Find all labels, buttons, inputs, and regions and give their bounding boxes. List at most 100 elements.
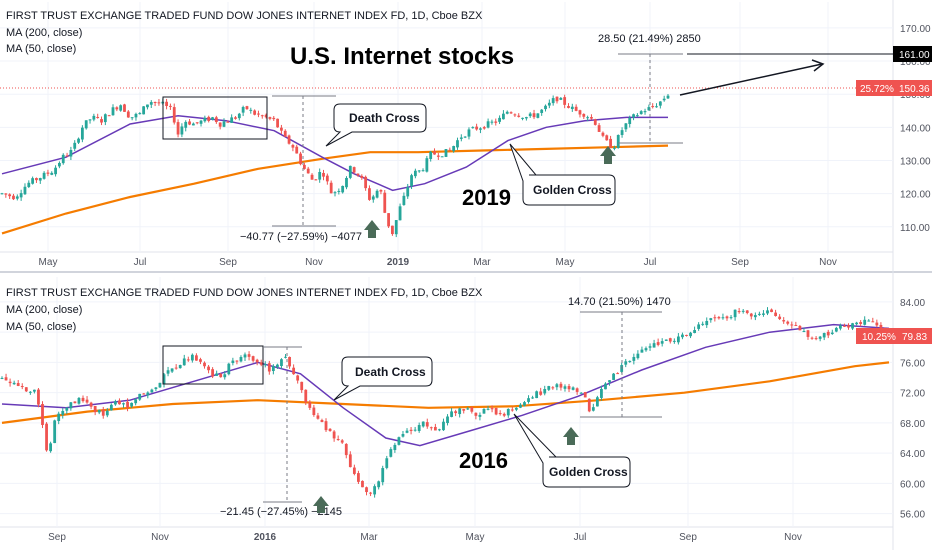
last-price-text: 150.36 xyxy=(899,84,930,95)
x-tick-label: Sep xyxy=(48,532,66,543)
candle-body xyxy=(531,397,534,399)
golden-cross-label: Golden Cross xyxy=(549,465,628,479)
candle-body xyxy=(241,107,245,113)
candle-body xyxy=(498,413,502,415)
candle-body xyxy=(636,353,640,359)
candle-body xyxy=(717,317,721,319)
top-price-badges: 25.72% 150.36 161.00 xyxy=(856,46,932,96)
candle-body xyxy=(333,192,337,194)
candle-body xyxy=(745,310,749,314)
candle-body xyxy=(299,153,302,165)
candle-body xyxy=(713,317,717,319)
candle-body xyxy=(54,167,57,175)
top-range-box[interactable] xyxy=(162,96,268,140)
candle-body xyxy=(260,115,264,117)
candle-body xyxy=(547,386,551,390)
candle-body xyxy=(134,399,138,404)
candle-body xyxy=(284,356,287,358)
candle-body xyxy=(705,320,709,326)
candle-body xyxy=(409,429,413,431)
candle-body xyxy=(527,398,530,402)
x-tick-label: Sep xyxy=(679,532,697,543)
candle-body xyxy=(794,325,798,327)
candle-body xyxy=(142,106,146,115)
candle-body xyxy=(130,402,134,407)
candle-body xyxy=(149,102,153,105)
candle-body xyxy=(398,206,402,221)
candle-body xyxy=(456,140,459,148)
candle-body xyxy=(567,106,570,108)
candle-body xyxy=(336,439,340,441)
bottom-range-box[interactable] xyxy=(162,345,264,385)
x-tick-label: 2016 xyxy=(254,532,277,543)
candle-body xyxy=(689,332,692,337)
legend-ma50[interactable]: MA (50, close) xyxy=(6,321,76,333)
candle-body xyxy=(19,193,23,198)
candle-body xyxy=(231,360,235,364)
candle-body xyxy=(302,164,306,169)
x-tick-label: Sep xyxy=(731,257,749,268)
candle-body xyxy=(613,147,616,149)
candle-body xyxy=(535,391,539,399)
candle-body xyxy=(628,117,632,125)
candle-body xyxy=(176,122,180,135)
measure-down-label: −40.77 (−27.59%) −4077 xyxy=(240,231,362,243)
candle-body xyxy=(539,391,543,395)
x-tick-label: Mar xyxy=(473,257,491,268)
candle-body xyxy=(591,407,595,411)
candle-body xyxy=(276,364,279,368)
candle-body xyxy=(57,413,61,421)
legend-ma200[interactable]: MA (200, close) xyxy=(6,304,82,316)
x-tick-label: Nov xyxy=(819,257,837,268)
candle-body xyxy=(575,388,579,392)
candle-body xyxy=(257,113,260,115)
candle-body xyxy=(604,383,607,390)
candle-body xyxy=(316,415,320,419)
candle-body xyxy=(218,122,222,127)
legend-ma200[interactable]: MA (200, close) xyxy=(6,27,82,39)
y-tick-label: 120.00 xyxy=(900,190,931,201)
candle-body xyxy=(85,399,89,403)
candle-body xyxy=(519,404,522,408)
annotation-title: U.S. Internet stocks xyxy=(290,43,514,70)
candle-body xyxy=(624,123,628,130)
candle-body xyxy=(239,357,243,362)
candle-body xyxy=(364,176,368,189)
candle-body xyxy=(470,407,474,412)
candle-body xyxy=(540,109,544,114)
measure-down-label: −21.45 (−27.45%) −2145 xyxy=(220,506,342,518)
candle-body xyxy=(12,195,15,200)
candle-body xyxy=(786,321,790,324)
candle-body xyxy=(446,416,449,424)
candle-body xyxy=(586,117,590,119)
x-tick-label: 2019 xyxy=(387,257,410,268)
candle-body xyxy=(107,115,111,117)
candle-body xyxy=(182,358,186,366)
candle-body xyxy=(551,387,555,389)
candle-body xyxy=(180,126,184,135)
candle-body xyxy=(563,97,567,105)
candle-body xyxy=(73,142,77,149)
candle-body xyxy=(555,384,559,388)
candle-body xyxy=(830,332,834,334)
candle-body xyxy=(8,381,12,384)
candle-body xyxy=(863,319,867,325)
candle-body xyxy=(701,323,705,325)
candle-body xyxy=(195,122,199,124)
candle-body xyxy=(597,125,601,132)
candle-body xyxy=(332,431,336,439)
candle-body xyxy=(153,101,157,103)
candle-body xyxy=(84,120,88,129)
candle-body xyxy=(410,175,413,187)
candle-body xyxy=(753,315,757,318)
legend-ma50[interactable]: MA (50, close) xyxy=(6,43,76,55)
candle-body xyxy=(195,355,198,361)
projection-arrow-head xyxy=(811,59,825,72)
candle-body xyxy=(371,196,375,200)
candle-body xyxy=(879,324,883,328)
candle-body xyxy=(440,156,444,158)
candle-body xyxy=(632,114,635,118)
candle-body xyxy=(341,185,345,193)
buy-arrow-icon xyxy=(364,220,380,238)
